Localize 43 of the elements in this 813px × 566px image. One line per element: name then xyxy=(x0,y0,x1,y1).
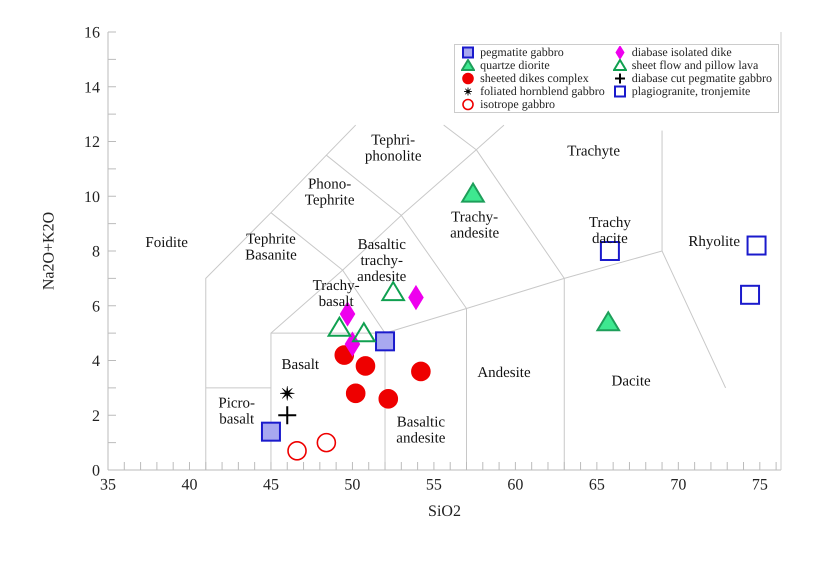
annotation: Trachyte xyxy=(567,144,620,160)
x-tick-label: 60 xyxy=(507,476,524,494)
legend-label: foliated hornblend gabbro xyxy=(480,84,605,99)
annotation: Dacite xyxy=(612,374,651,390)
y-axis-title: Na2O+K2O xyxy=(40,212,58,290)
y-tick-label: 14 xyxy=(84,79,100,96)
legend-label: diabase isolated dike xyxy=(632,45,732,60)
legend-label: diabase cut pegmatite gabbro xyxy=(632,71,772,86)
x-tick-label: 35 xyxy=(100,476,116,494)
legend-label: pegmatite gabbro xyxy=(480,45,564,60)
x-tick-label: 45 xyxy=(262,476,279,494)
y-tick-label: 2 xyxy=(92,408,100,425)
annotation: Andesite xyxy=(477,366,531,382)
annotation: Phono- Tephrite xyxy=(304,176,355,209)
x-tick-label: 55 xyxy=(426,476,442,494)
annotation: Basaltic andesite xyxy=(396,415,446,448)
legend-label: sheet flow and pillow lava xyxy=(632,58,758,73)
x-axis-title: SiO2 xyxy=(428,503,461,520)
legend-label: plagiogranite, tronjemite xyxy=(632,84,750,99)
y-tick-label: 6 xyxy=(92,298,100,316)
x-tick-label: 50 xyxy=(344,476,360,494)
annotation: Trachy dacite xyxy=(588,215,632,248)
y-tick-label: 8 xyxy=(92,244,100,261)
annotation: Tephri- phonolite xyxy=(364,133,422,166)
y-tick-label: 10 xyxy=(84,188,100,206)
annotation: Foidite xyxy=(145,236,188,252)
x-tick-label: 65 xyxy=(588,476,605,494)
annotation: Trachy- andesite xyxy=(450,210,500,242)
legend-label: quartze diorite xyxy=(480,58,550,73)
y-tick-label: 16 xyxy=(84,24,100,42)
x-tick-label: 40 xyxy=(181,476,198,494)
y-tick-label: 4 xyxy=(92,353,100,370)
x-tick-label: 70 xyxy=(670,476,686,494)
annotation: Tephrite Basanite xyxy=(245,232,298,264)
annotation: Basaltic trachy- andesite xyxy=(357,237,407,286)
y-tick-label: 0 xyxy=(92,462,100,480)
legend-label: isotrope gabbro xyxy=(480,97,556,112)
annotation: Picro- basalt xyxy=(218,396,256,428)
annotation: Basalt xyxy=(282,357,320,374)
legend-label: sheeted dikes complex xyxy=(480,71,589,86)
x-tick-label: 75 xyxy=(752,476,768,494)
annotation: Rhyolite xyxy=(688,234,740,250)
y-tick-label: 12 xyxy=(84,134,100,152)
